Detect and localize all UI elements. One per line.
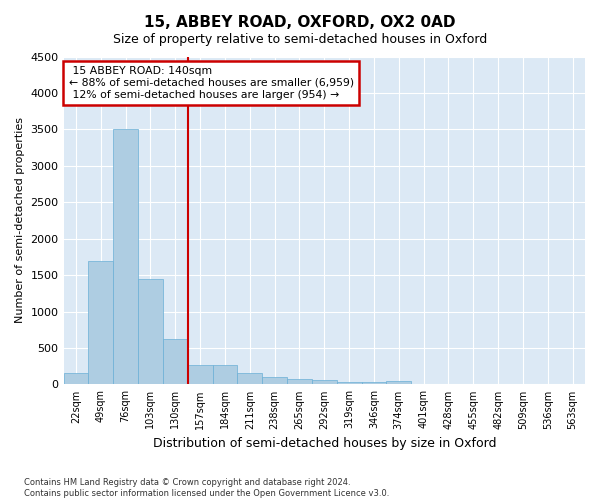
- Bar: [362, 382, 386, 384]
- Bar: [386, 381, 411, 384]
- Bar: [337, 382, 362, 384]
- Bar: [88, 260, 113, 384]
- Bar: [262, 377, 287, 384]
- Text: Contains HM Land Registry data © Crown copyright and database right 2024.
Contai: Contains HM Land Registry data © Crown c…: [24, 478, 389, 498]
- Bar: [287, 379, 312, 384]
- Bar: [312, 380, 337, 384]
- Y-axis label: Number of semi-detached properties: Number of semi-detached properties: [15, 118, 25, 324]
- Bar: [64, 374, 88, 384]
- Bar: [238, 373, 262, 384]
- Bar: [138, 279, 163, 384]
- Bar: [188, 365, 212, 384]
- Bar: [163, 338, 188, 384]
- Text: 15 ABBEY ROAD: 140sqm
← 88% of semi-detached houses are smaller (6,959)
 12% of : 15 ABBEY ROAD: 140sqm ← 88% of semi-deta…: [69, 66, 354, 100]
- Bar: [212, 365, 238, 384]
- Text: 15, ABBEY ROAD, OXFORD, OX2 0AD: 15, ABBEY ROAD, OXFORD, OX2 0AD: [144, 15, 456, 30]
- Text: Size of property relative to semi-detached houses in Oxford: Size of property relative to semi-detach…: [113, 32, 487, 46]
- X-axis label: Distribution of semi-detached houses by size in Oxford: Distribution of semi-detached houses by …: [152, 437, 496, 450]
- Bar: [113, 130, 138, 384]
